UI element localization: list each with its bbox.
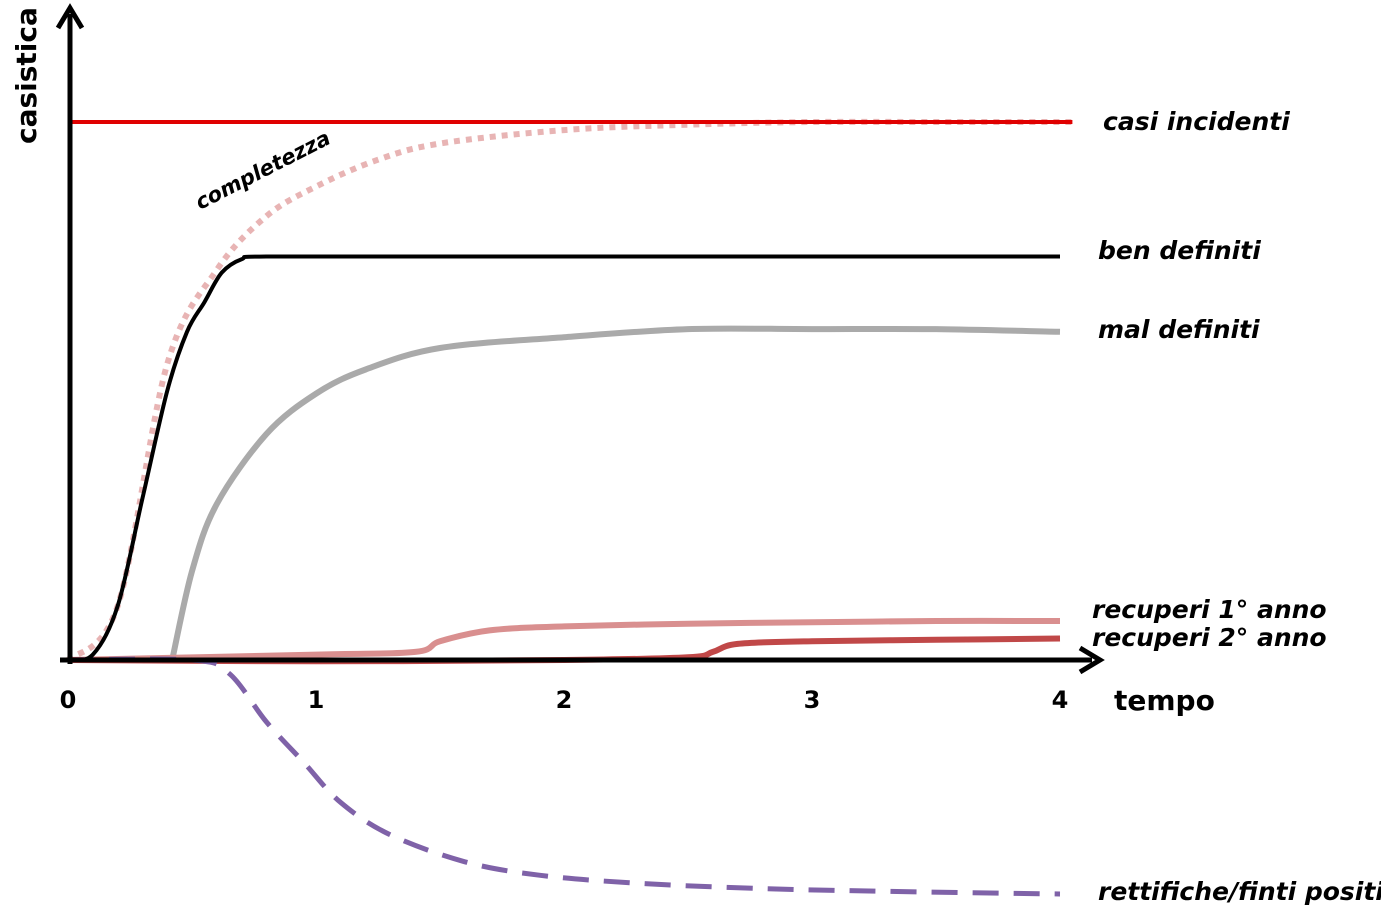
x-tick-label: 4 <box>1052 686 1069 714</box>
x-tick-label: 0 <box>60 686 77 714</box>
x-tick-label: 3 <box>804 686 821 714</box>
y-axis-arrow-icon <box>55 3 85 30</box>
series-label-ben-definiti: ben definiti <box>1098 236 1261 265</box>
x-axis <box>60 645 1105 675</box>
series-line-completezza <box>65 118 1077 663</box>
series-label-casi-incidenti: casi incidenti <box>1103 107 1290 136</box>
series-line-ben-definiti <box>67 254 1060 663</box>
x-axis-title: tempo <box>1114 684 1215 717</box>
series-label-recuperi-2-anno: recuperi 2° anno <box>1092 623 1327 652</box>
y-axis-title: casistica <box>10 7 43 144</box>
series-line-mal-definiti <box>169 325 1061 661</box>
series-label-rettifiche-finti-positivi: rettifiche/finti positivi <box>1098 877 1381 906</box>
completezza-annotation: completezza <box>191 126 334 215</box>
series-line-recuperi-1-anno <box>67 617 1061 663</box>
x-axis-arrow-icon <box>1078 645 1105 675</box>
x-tick-label: 1 <box>308 686 325 714</box>
series-label-recuperi-1-anno: recuperi 1° anno <box>1092 595 1327 624</box>
x-tick-label: 2 <box>556 686 573 714</box>
x-tick-labels: 0 1 2 3 4 <box>60 686 1069 714</box>
series-layer <box>65 118 1077 897</box>
y-axis <box>55 3 85 664</box>
series-label-mal-definiti: mal definiti <box>1098 315 1260 344</box>
series-line-rettifiche-finti-positivi <box>67 656 1061 897</box>
